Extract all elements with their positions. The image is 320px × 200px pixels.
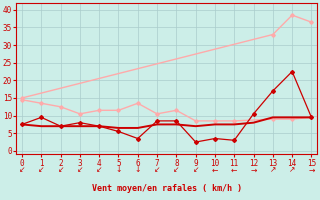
Text: ↙: ↙: [96, 166, 102, 174]
X-axis label: Vent moyen/en rafales ( km/h ): Vent moyen/en rafales ( km/h ): [92, 184, 242, 193]
Text: ↙: ↙: [192, 166, 199, 174]
Text: →: →: [250, 166, 257, 174]
Text: ↙: ↙: [173, 166, 180, 174]
Text: ↙: ↙: [154, 166, 160, 174]
Text: ↗: ↗: [270, 166, 276, 174]
Text: ↙: ↙: [38, 166, 44, 174]
Text: ←: ←: [212, 166, 218, 174]
Text: ↙: ↙: [19, 166, 25, 174]
Text: ↓: ↓: [135, 166, 141, 174]
Text: ←: ←: [231, 166, 237, 174]
Text: ↙: ↙: [57, 166, 64, 174]
Text: ↙: ↙: [77, 166, 83, 174]
Text: ↓: ↓: [115, 166, 122, 174]
Text: ↗: ↗: [289, 166, 295, 174]
Text: →: →: [308, 166, 315, 174]
